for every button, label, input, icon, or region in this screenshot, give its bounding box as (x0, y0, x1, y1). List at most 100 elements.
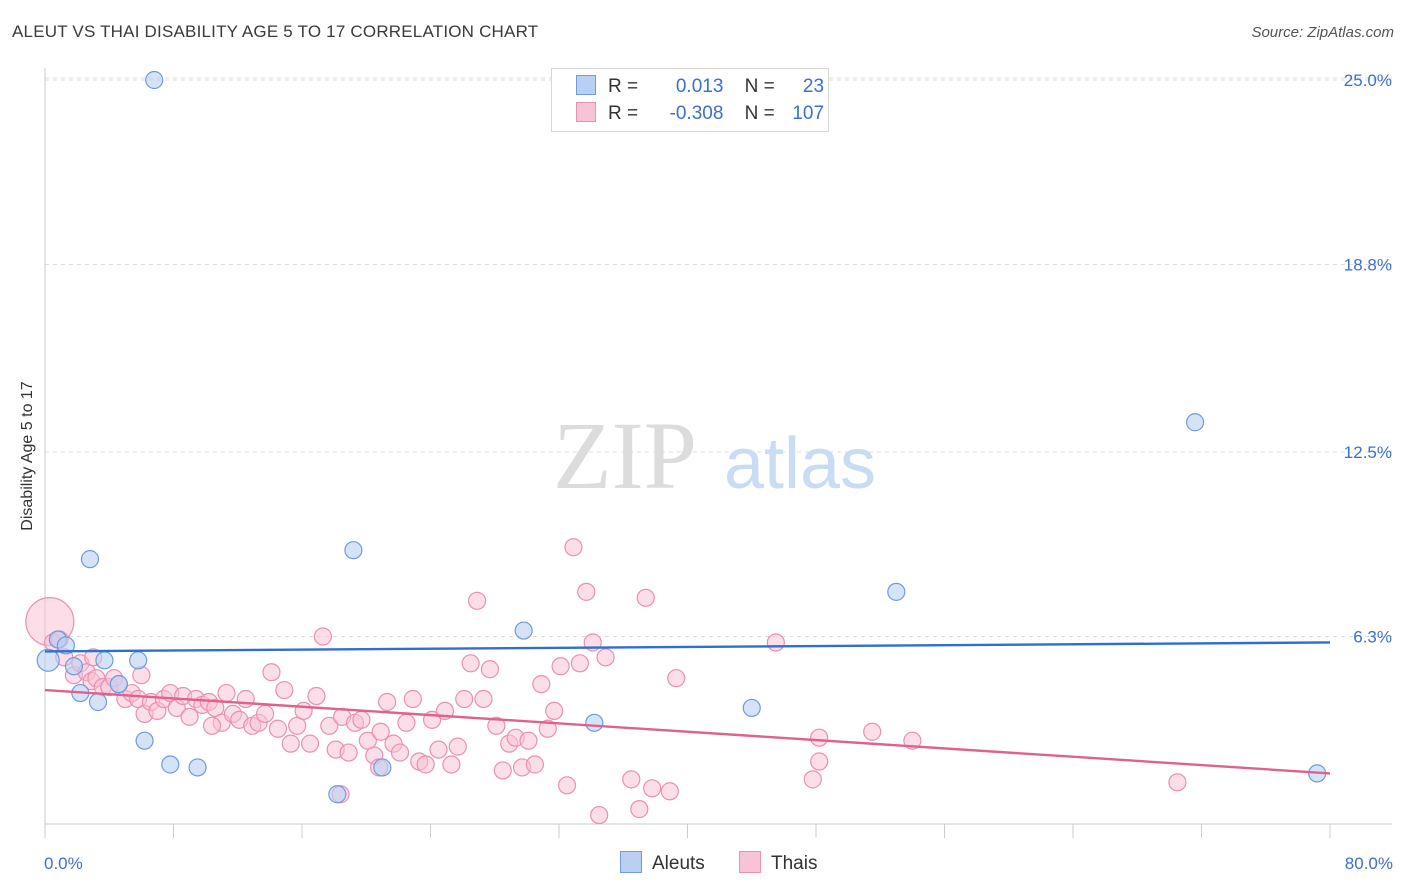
aleut-point (145, 70, 164, 90)
legend-n-label: N = (744, 103, 775, 124)
aleut-point (80, 550, 100, 569)
thai-point (545, 701, 564, 721)
thai-point (596, 648, 615, 667)
thai-point (307, 686, 326, 706)
aleut-point (344, 541, 363, 560)
legend-aleut-r: 0.013 (675, 76, 724, 97)
aleut-point (64, 657, 84, 676)
gridlines (45, 77, 1392, 638)
thai-point (455, 689, 474, 709)
thai-trend-line (44, 688, 1331, 775)
thai-point (403, 689, 422, 709)
thai-point (371, 722, 390, 741)
thai-point (519, 731, 538, 750)
legend-thai-n: 107 (792, 103, 825, 124)
thai-point (467, 591, 487, 610)
thai-point (557, 776, 577, 795)
bottom-legend-thais: Thais (739, 851, 817, 875)
legend-thai-r: -0.308 (669, 103, 724, 124)
thai-point (590, 805, 609, 825)
thai-point (532, 675, 551, 694)
thai-point (339, 743, 358, 762)
legend-row-thai: R = -0.308 N = 107 (576, 102, 824, 126)
bottom-legend-aleuts-label: Aleuts (652, 853, 705, 874)
aleut-point (373, 758, 392, 777)
thai-point (766, 633, 785, 652)
thai-point (636, 588, 655, 607)
aleut-point (135, 731, 154, 750)
thai-point (461, 654, 480, 673)
thai-point (378, 692, 397, 712)
thai-point (180, 707, 199, 726)
thai-point (300, 734, 320, 753)
chart-title: ALEUT VS THAI DISABILITY AGE 5 TO 17 COR… (12, 22, 539, 41)
thai-point (320, 716, 339, 735)
thai-point (1168, 773, 1187, 792)
aleut-point (887, 582, 906, 601)
aleut-point (188, 758, 207, 777)
bottom-legend-thais-label: Thais (771, 853, 818, 874)
y-tick-label: 18.8% (1344, 256, 1392, 275)
aleut-point (36, 648, 60, 672)
axes (44, 68, 1392, 838)
thai-point (493, 761, 512, 780)
thais-swatch (739, 851, 761, 873)
x-tick-label: 0.0% (44, 854, 83, 873)
tick-labels: 6.3% 12.5% 18.8% 25.0% 0.0% 80.0% (44, 71, 1393, 873)
aleut-point (88, 692, 108, 712)
aleut-point (109, 675, 128, 694)
thai-point (577, 582, 596, 601)
watermark-atlas: atlas (724, 424, 876, 504)
aleut-point (1185, 413, 1205, 432)
thai-point (863, 722, 882, 741)
thai-point (429, 740, 448, 759)
y-tick-label: 25.0% (1344, 71, 1392, 90)
thai-point (294, 701, 313, 721)
aleut-point (56, 636, 75, 655)
thai-point (268, 719, 288, 738)
thai-points (25, 538, 1187, 825)
thai-point (630, 800, 649, 819)
thai-point (275, 680, 294, 700)
aleut-point (742, 698, 761, 718)
thai-point (643, 779, 662, 798)
aleut-point (585, 713, 604, 732)
chart-source: Source: ZipAtlas.com (1251, 24, 1394, 41)
thai-point (132, 666, 151, 685)
aleut-trend-line (44, 641, 1331, 653)
thai-point (281, 734, 300, 753)
trend-lines (44, 641, 1331, 775)
legend-row-aleut: R = 0.013 N = 23 (576, 75, 824, 99)
thai-point (352, 710, 371, 729)
thai-point (255, 704, 275, 723)
aleuts-swatch (620, 851, 642, 873)
legend-r-label: R = (608, 103, 639, 124)
bottom-legend-aleuts: Aleuts (620, 851, 705, 875)
thai-point (564, 538, 583, 557)
legend-r-label: R = (608, 76, 639, 97)
thai-point (570, 654, 589, 673)
thai-point (474, 689, 493, 709)
thai-point (622, 770, 641, 789)
thai-point (810, 752, 829, 771)
thai-point (810, 728, 829, 747)
aleut-point (328, 785, 347, 804)
watermark: ZIP atlas (553, 402, 876, 509)
x-tick-label: 80.0% (1345, 854, 1393, 873)
thai-point (660, 782, 679, 801)
thai-swatch (576, 102, 596, 122)
legend-n-label: N = (744, 76, 775, 97)
thai-point (480, 660, 500, 679)
aleut-point (514, 621, 533, 640)
thai-point (217, 683, 236, 703)
thai-point (487, 716, 506, 735)
y-tick-label: 6.3% (1353, 628, 1392, 647)
aleut-point (129, 651, 148, 670)
thai-point (397, 713, 416, 732)
y-tick-label: 12.5% (1344, 443, 1392, 462)
thai-point (442, 755, 461, 774)
thai-point (551, 657, 570, 676)
thai-point (202, 716, 222, 735)
thai-point (236, 689, 255, 709)
